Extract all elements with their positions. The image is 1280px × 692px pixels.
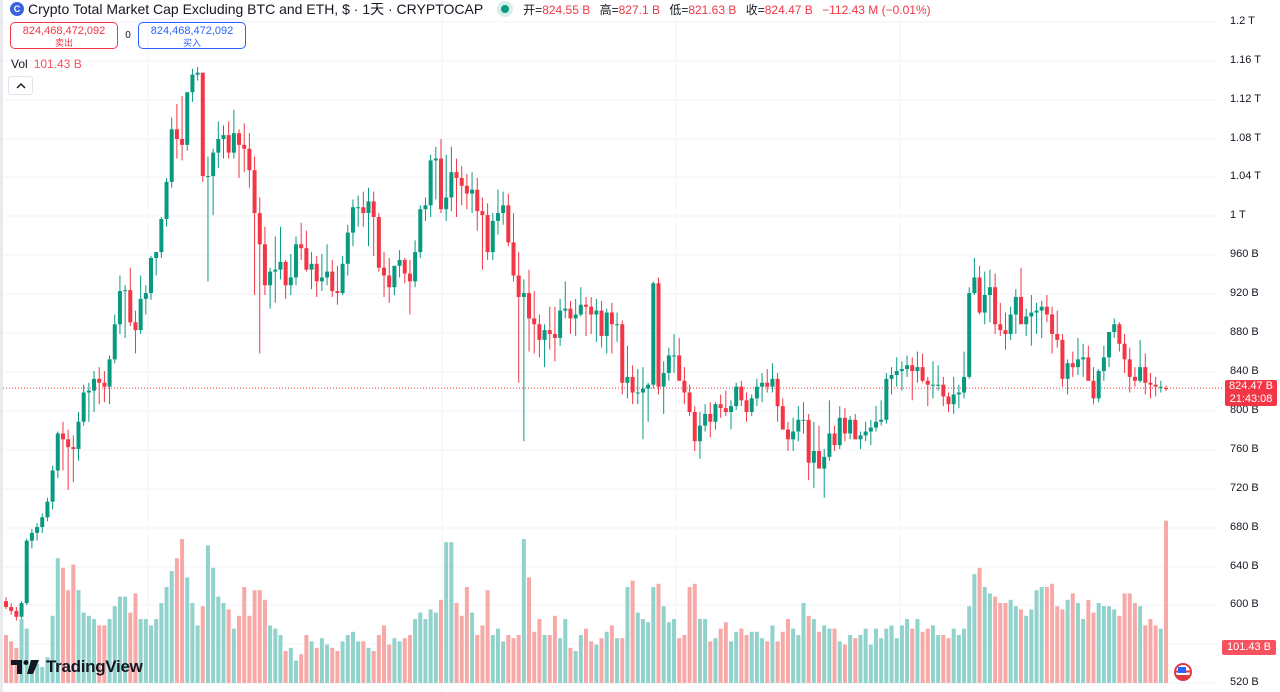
current-price-tag: 824.47 B 21:43:08 — [1225, 380, 1277, 406]
price-axis-label: 1.08 T — [1230, 132, 1261, 144]
chevron-up-icon — [16, 82, 25, 88]
change-value: −112.43 M (−0.01%) — [822, 2, 931, 17]
logo-text: TradingView — [46, 657, 143, 676]
price-axis-label: 1.04 T — [1230, 170, 1261, 182]
tradingview-logo-icon — [11, 660, 39, 674]
coin-logo-icon: C — [10, 2, 24, 16]
open-value: 824.55 B — [542, 2, 591, 17]
price-axis-label: 720 B — [1230, 482, 1259, 494]
price-axis-label: 960 B — [1230, 248, 1259, 260]
sell-label: 卖出 — [54, 38, 73, 48]
bar-countdown: 21:43:08 — [1229, 393, 1273, 405]
buy-label: 买入 — [182, 38, 201, 48]
price-axis-label: 640 B — [1230, 560, 1259, 572]
open-label: 开= — [523, 2, 543, 17]
volume-label: Vol — [11, 57, 28, 71]
price-axis-label: 880 B — [1230, 326, 1259, 338]
close-label: 收= — [745, 2, 765, 17]
high-value: 827.1 B — [618, 2, 660, 17]
price-axis-label: 920 B — [1230, 287, 1259, 299]
high-label: 高= — [599, 2, 619, 17]
tradingview-logo[interactable]: TradingView — [11, 657, 143, 677]
price-axis-label: 800 B — [1230, 404, 1259, 416]
left-edge — [0, 0, 3, 692]
buy-price: 824,468,472,092 — [150, 25, 234, 37]
price-axis-label: 760 B — [1230, 443, 1259, 455]
current-price: 824.47 B — [1228, 380, 1274, 392]
symbol-title[interactable]: Crypto Total Market Cap Excluding BTC an… — [28, 1, 484, 17]
volume-legend: Vol 101.43 B — [11, 57, 82, 71]
price-axis-label: 1 T — [1230, 209, 1246, 221]
price-axis-label: 680 B — [1230, 521, 1259, 533]
spread-value: 0 — [125, 30, 131, 41]
us-flag-icon[interactable] — [1174, 663, 1192, 681]
price-axis-label: 600 B — [1230, 598, 1259, 610]
price-axis-label: 1.12 T — [1230, 93, 1261, 105]
price-axis-label: 1.16 T — [1230, 54, 1261, 66]
volume-tag: 101.43 B — [1222, 640, 1276, 655]
ohlc-values: 开=824.55 B 高=827.1 B 低=821.63 B 收=824.47… — [523, 1, 936, 18]
low-value: 821.63 B — [688, 2, 737, 17]
sell-price: 824,468,472,092 — [22, 25, 106, 37]
collapse-legend-button[interactable] — [8, 76, 33, 95]
price-axis-label: 840 B — [1230, 365, 1259, 377]
market-status-icon[interactable] — [497, 1, 514, 17]
low-label: 低= — [669, 2, 689, 17]
chart-legend: C Crypto Total Market Cap Excluding BTC … — [10, 0, 937, 18]
volume-value: 101.43 B — [33, 57, 82, 71]
sell-button[interactable]: 824,468,472,092 卖出 — [10, 22, 118, 49]
buy-button[interactable]: 824,468,472,092 买入 — [138, 22, 246, 49]
price-axis-label: 520 B — [1230, 676, 1259, 688]
price-axis-label: 1.2 T — [1230, 15, 1255, 27]
close-value: 824.47 B — [764, 2, 813, 17]
trade-panel: 824,468,472,092 卖出 0 824,468,472,092 买入 — [10, 22, 246, 49]
